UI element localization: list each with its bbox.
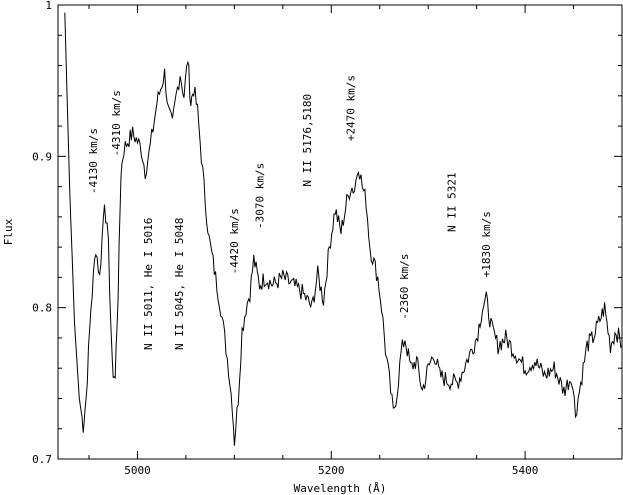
x-tick-label: 5200	[318, 464, 345, 477]
annotation-label: N II 5176,5180	[301, 94, 314, 187]
annotation-label: -3070 km/s	[253, 163, 266, 229]
annotation-label: +1830 km/s	[480, 211, 493, 277]
y-tick-label: 1	[45, 0, 52, 12]
annotation-label: N II 5045, He I 5048	[173, 218, 186, 350]
annotation-label: +2470 km/s	[345, 75, 358, 141]
y-tick-label: 0.8	[32, 302, 52, 315]
annotation-label: N II 5011, He I 5016	[142, 218, 155, 350]
flux-series-line	[64, 12, 623, 446]
plot-frame	[57, 4, 623, 460]
annotation-label: N II 5321	[445, 172, 458, 232]
x-axis-label: Wavelength (Å)	[294, 482, 387, 495]
line-annotations: -4130 km/s -4310 km/s N II 5011, He I 5016…	[87, 75, 493, 350]
axis-tick-labels: 5000 5200 5400 0.7 0.8 0.9 1	[32, 0, 538, 477]
annotation-label: -4420 km/s	[228, 208, 241, 274]
x-tick-label: 5000	[124, 464, 151, 477]
y-tick-label: 0.7	[32, 453, 52, 466]
annotation-label: -4130 km/s	[87, 128, 100, 194]
y-tick-label: 0.9	[32, 150, 52, 163]
annotation-label: -4310 km/s	[110, 90, 123, 156]
annotation-label: -2360 km/s	[398, 254, 411, 320]
y-axis-label: Flux	[2, 218, 15, 245]
x-tick-label: 5400	[512, 464, 539, 477]
axis-ticks	[58, 4, 623, 460]
